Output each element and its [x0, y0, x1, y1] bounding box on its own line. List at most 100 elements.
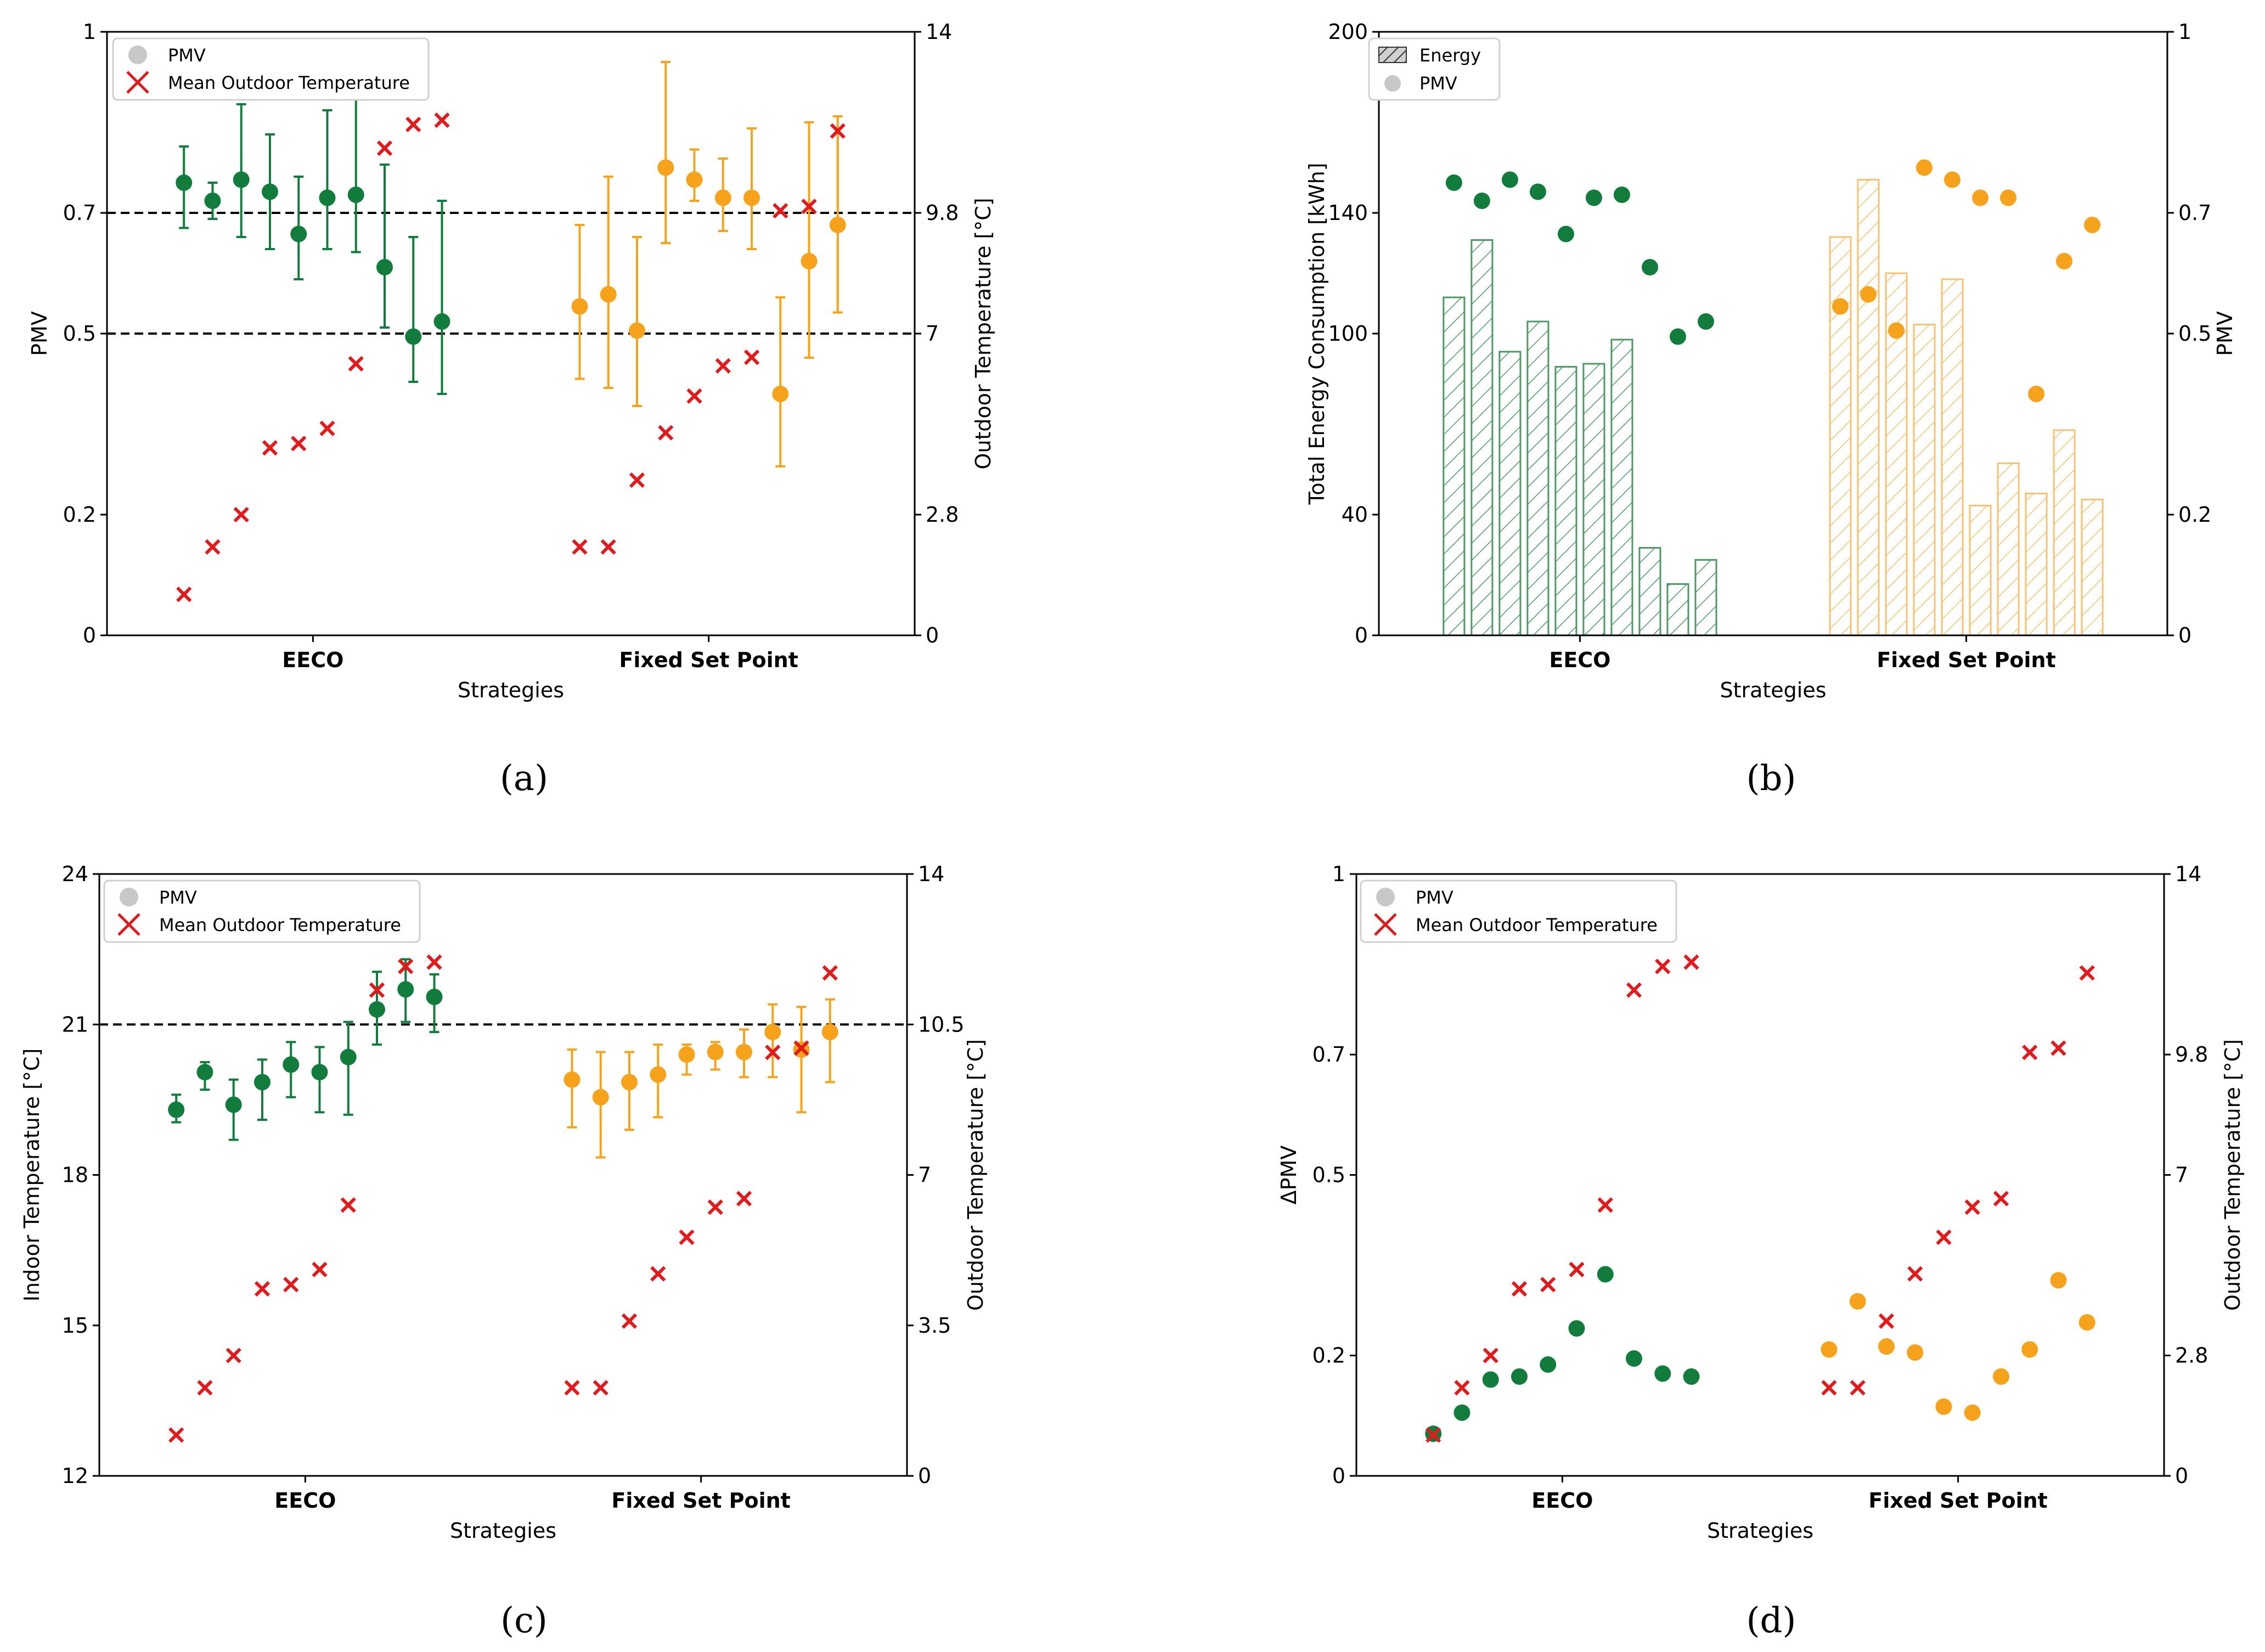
pmv-point — [2050, 1272, 2067, 1289]
y-tick-label: 1 — [1332, 862, 1345, 886]
energy-bar — [2053, 429, 2076, 636]
pmv-point — [714, 189, 731, 206]
y2-axis-label: Outdoor Temperature [°C] — [971, 198, 995, 469]
panel-label-b: (b) — [1746, 758, 1796, 799]
legend-pmv-label: PMV — [1416, 887, 1453, 908]
legend-pmv-label: PMV — [168, 45, 206, 66]
pmv-point — [283, 1056, 300, 1073]
legend-pmv-swatch — [128, 46, 147, 64]
legend: PMV Mean Outdoor Temperature — [112, 37, 430, 101]
outdoor-temp-marker — [312, 1261, 328, 1278]
x-category-label: EECO — [282, 648, 343, 672]
pmv-point — [1501, 171, 1518, 188]
outdoor-temp-marker — [1878, 1313, 1895, 1329]
energy-bar — [1498, 351, 1522, 636]
x-category-label: EECO — [274, 1489, 336, 1513]
x-category-label: Fixed Set Point — [1868, 1489, 2047, 1513]
outdoor-temp-marker — [283, 1277, 299, 1293]
pmv-point — [340, 1048, 357, 1065]
outdoor-temp-marker — [1540, 1277, 1556, 1293]
pmv-point — [2000, 189, 2017, 206]
y-tick-label: 21 — [62, 1012, 88, 1036]
energy-bar — [2081, 499, 2104, 636]
y2-tick-label: 2.8 — [2175, 1344, 2208, 1368]
outdoor-temp-marker — [1655, 959, 1671, 974]
pmv-point — [311, 1064, 328, 1081]
y2-tick-label: 0 — [2175, 1464, 2188, 1488]
pmv-point — [1860, 286, 1877, 303]
outdoor-temp-marker — [1483, 1347, 1498, 1363]
y-tick-label: 40 — [1342, 503, 1368, 527]
panel-a-chart: 0 0.2 0.5 0.7 1 0 2.8 7 9.8 14 EECO Fixed Set Point… — [27, 20, 995, 702]
y-tick-label: 0 — [1355, 623, 1368, 647]
y2-tick-label: 9.8 — [2175, 1042, 2208, 1067]
outdoor-temp-marker — [426, 954, 442, 970]
x-axis-label: Strategies — [450, 1519, 556, 1543]
pmv-point — [764, 1023, 781, 1040]
pmv-point — [1944, 171, 1961, 188]
y-tick-label: 0 — [1332, 1464, 1345, 1488]
pmv-point — [650, 1066, 667, 1083]
y-axis-label: Indoor Temperature [°C] — [20, 1048, 44, 1302]
outdoor-temp-marker — [686, 388, 702, 404]
legend-pmv-swatch — [120, 888, 138, 906]
energy-bar — [1969, 505, 1992, 636]
pmv-point — [1849, 1293, 1866, 1310]
y2-tick-label: 0.5 — [2178, 322, 2211, 346]
plot-frame — [98, 873, 908, 1477]
outdoor-temp-marker — [1907, 1266, 1923, 1282]
legend-temp-swatch — [1374, 913, 1397, 936]
pmv-point — [1878, 1338, 1895, 1355]
x-axis-label: Strategies — [1707, 1519, 1813, 1543]
outdoor-temp-marker — [1569, 1261, 1585, 1278]
pmv-point — [405, 328, 422, 345]
pmv-point — [1654, 1365, 1671, 1382]
y2-tick-label: 2.8 — [926, 503, 959, 527]
pmv-point — [629, 322, 645, 339]
pmv-point — [657, 159, 674, 176]
outdoor-temp-marker — [254, 1281, 271, 1297]
outdoor-temp-marker — [765, 1045, 781, 1061]
legend-pmv-label: PMV — [1419, 73, 1457, 94]
outdoor-temp-marker — [773, 202, 788, 219]
legend-energy-swatch — [1378, 47, 1407, 63]
outdoor-temp-marker — [1850, 1380, 1866, 1396]
pmv-point — [1993, 1368, 2010, 1385]
y-tick-label: 15 — [62, 1313, 88, 1338]
pmv-point — [204, 193, 221, 209]
y2-tick-label: 14 — [2175, 862, 2201, 886]
panel-label-d: (d) — [1746, 1600, 1796, 1641]
outdoor-temp-marker — [348, 356, 364, 372]
y2-tick-label: 0 — [2178, 623, 2191, 647]
pmv-point — [571, 298, 588, 315]
y-tick-label: 200 — [1328, 20, 1368, 44]
pmv-point — [1832, 298, 1849, 315]
outdoor-temp-marker — [1626, 982, 1642, 998]
outdoor-temp-marker — [1454, 1380, 1470, 1396]
pmv-point — [1453, 1404, 1470, 1421]
panel-b-chart: 0 40 100 140 200 0 0.2 0.5 0.7 1 EECO Fixed Set Poi… — [1305, 20, 2237, 702]
pmv-point — [801, 253, 818, 269]
outdoor-temp-marker — [2022, 1045, 2038, 1061]
pmv-point — [772, 386, 789, 402]
pmv-point — [1529, 183, 1546, 200]
pmv-point — [433, 313, 450, 330]
pmv-point — [1641, 259, 1658, 275]
y-axis-label: ΔPMV — [1277, 1146, 1301, 1205]
legend: PMV Mean Outdoor Temperature — [1360, 879, 1677, 943]
energy-bar — [1470, 239, 1494, 636]
outdoor-temp-marker — [1511, 1281, 1528, 1297]
pmv-point — [1445, 174, 1462, 191]
y2-tick-label: 7 — [2175, 1163, 2188, 1187]
energy-bar — [1666, 583, 1689, 636]
energy-bar — [1829, 236, 1852, 636]
outdoor-temp-marker — [1683, 954, 1699, 970]
pmv-point — [2021, 1341, 2038, 1358]
pmv-point — [1916, 159, 1933, 176]
pmv-point — [736, 1044, 753, 1061]
y2-tick-label: 14 — [926, 20, 952, 44]
outdoor-temp-marker — [168, 1427, 184, 1443]
pmv-point — [600, 286, 617, 303]
outdoor-temp-marker — [736, 1191, 752, 1206]
